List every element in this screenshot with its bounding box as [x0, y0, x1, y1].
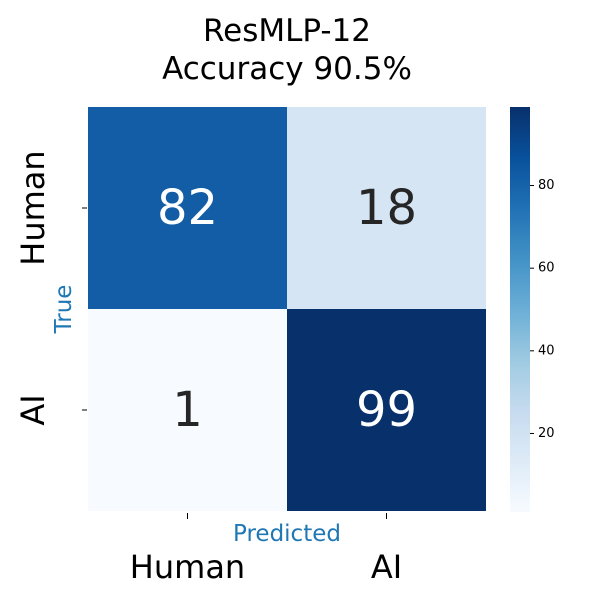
heatmap-cell-1-1 [287, 309, 486, 511]
heatmap-cells [88, 107, 486, 511]
heatmap-cell-0-0 [88, 107, 287, 309]
x-axis-title: Predicted [233, 521, 341, 547]
y-tick-label-1: AI [14, 394, 52, 425]
axis-tick-labels: Human AI Human AI [14, 150, 402, 586]
chart-title: ResMLP-12 [203, 13, 371, 49]
cell-value-0-0: 82 [157, 180, 218, 236]
axis-ticks [82, 207, 387, 519]
colorbar-tick-label-1: 40 [538, 343, 555, 358]
chart-subtitle: Accuracy 90.5% [162, 51, 412, 87]
heatmap-cell-labels: 82 18 1 99 [157, 180, 417, 438]
y-tick-label-0: Human [14, 150, 52, 265]
colorbar-tick-label-3: 80 [538, 178, 555, 193]
colorbar [510, 107, 530, 512]
cell-value-0-1: 18 [356, 180, 417, 236]
cell-value-1-0: 1 [172, 382, 203, 438]
x-tick-label-0: Human [130, 548, 245, 586]
colorbar-ticks: 20 40 60 80 [530, 178, 555, 441]
y-axis-title: True [51, 285, 77, 335]
x-tick-label-1: AI [371, 548, 402, 586]
colorbar-tick-label-0: 20 [538, 426, 555, 441]
heatmap-cell-0-1 [287, 107, 486, 309]
cell-value-1-1: 99 [356, 382, 417, 438]
heatmap-cell-1-0 [88, 309, 287, 511]
colorbar-tick-label-2: 60 [538, 261, 555, 276]
